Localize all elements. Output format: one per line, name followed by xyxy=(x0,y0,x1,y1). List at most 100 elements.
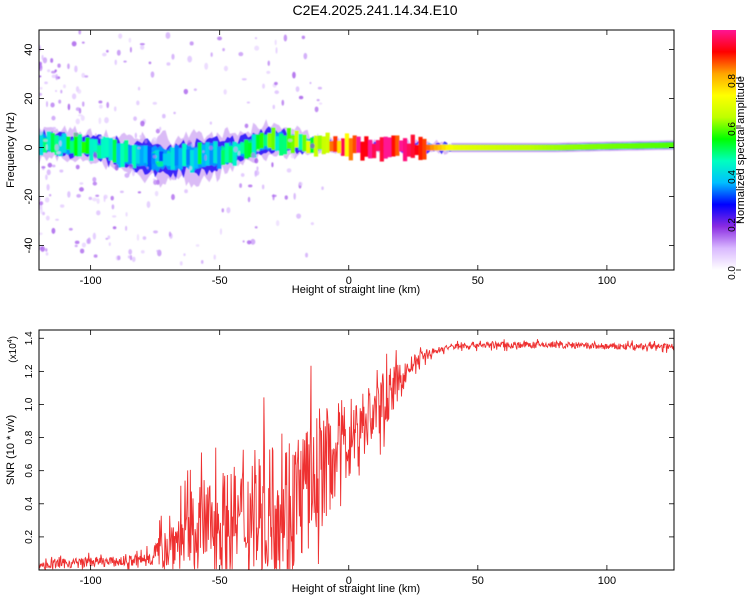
spectrogram-cell xyxy=(658,142,663,149)
spectrogram-speckle xyxy=(171,176,177,181)
spectrogram-speckle xyxy=(40,207,43,215)
spectrogram-speckle xyxy=(77,89,82,94)
spectrogram-speckle xyxy=(45,174,48,181)
spectrogram-cell xyxy=(329,141,334,152)
spectrogram-cell xyxy=(604,143,609,150)
spectrogram-speckle xyxy=(51,115,56,121)
spectrogram-speckle xyxy=(75,164,80,170)
spectrogram-cell xyxy=(135,145,140,164)
spectrogram-cell xyxy=(321,136,326,155)
spectrogram-speckle xyxy=(209,145,213,151)
spectrogram-speckle xyxy=(46,183,50,191)
spectrogram-cell xyxy=(472,144,477,151)
spectrogram-speckle xyxy=(305,252,309,258)
spectrogram-speckle xyxy=(309,81,312,85)
spectrogram-speckle xyxy=(250,238,256,245)
snr-x-ticks: -100 -50 0 50 100 xyxy=(80,330,616,587)
snr-y-tick-label: 0.2 xyxy=(24,530,35,544)
spectrogram-speckle xyxy=(242,240,245,243)
spectrogram-speckle xyxy=(183,88,189,95)
spectrogram-speckle xyxy=(187,55,193,63)
spectrogram-speckle xyxy=(209,121,213,125)
spectrogram-cell xyxy=(488,144,493,151)
spectrogram-speckle xyxy=(118,33,123,39)
spectrogram-cell xyxy=(461,144,466,151)
spectrogram-speckle xyxy=(290,153,295,159)
spectrogram-panel: -100 -50 0 50 100 -40 -20 0 20 40 Height of stra… xyxy=(5,29,675,296)
spectrogram-cell xyxy=(217,146,222,169)
spectrogram-cell xyxy=(166,153,171,166)
spectrogram-speckle xyxy=(318,102,323,105)
spectrogram-speckle xyxy=(96,210,101,216)
spectrogram-cell xyxy=(89,139,94,161)
spectrogram-y-tick-label: 20 xyxy=(23,92,35,104)
spectrogram-speckle xyxy=(187,139,192,147)
spectrogram-cell xyxy=(480,144,485,151)
spectrogram-speckle xyxy=(75,118,80,125)
spectrogram-cell xyxy=(584,143,590,150)
spectrogram-speckle xyxy=(74,65,78,73)
spectrogram-speckle xyxy=(67,191,71,198)
spectrogram-speckle xyxy=(51,164,56,168)
spectrogram-speckle xyxy=(98,117,102,125)
spectrogram-cell xyxy=(592,143,597,150)
spectrogram-speckle xyxy=(112,226,117,230)
spectrogram-speckle xyxy=(45,215,50,221)
spectrogram-speckle xyxy=(76,193,81,198)
spectrogram-cell xyxy=(619,143,624,150)
spectrogram-speckle xyxy=(81,41,85,44)
spectrogram-cell xyxy=(190,149,195,173)
spectrogram-speckle xyxy=(144,139,148,144)
spectrogram-speckle xyxy=(193,88,197,91)
spectrogram-speckle xyxy=(266,70,271,74)
spectrogram-x-tick-label: 100 xyxy=(598,275,616,287)
spectrogram-cell xyxy=(375,140,381,152)
spectrogram-speckle xyxy=(189,41,194,46)
spectrogram-speckle xyxy=(81,242,87,248)
spectrogram-cell xyxy=(600,143,605,150)
spectrogram-speckle xyxy=(310,222,314,226)
spectrogram-marks xyxy=(39,30,674,266)
snr-panel: -100 -50 0 50 100 0.2 0.4 0.6 0.8 1.0 1.2 1.4 Heig… xyxy=(5,329,675,595)
spectrogram-speckle xyxy=(55,73,58,81)
spectrogram-speckle xyxy=(152,137,157,143)
spectrogram-cell xyxy=(108,138,113,161)
spectrogram-speckle xyxy=(128,164,134,169)
snr-x-tick-label: -50 xyxy=(212,575,228,587)
spectrogram-speckle xyxy=(45,252,49,256)
spectrogram-cell xyxy=(131,145,137,169)
spectrogram-cell xyxy=(387,137,392,158)
spectrogram-speckle xyxy=(59,169,64,173)
spectrogram-speckle xyxy=(261,184,265,190)
snr-frame xyxy=(38,329,675,571)
spectrogram-speckle xyxy=(74,132,79,137)
spectrogram-cell xyxy=(77,134,82,157)
spectrogram-speckle xyxy=(96,198,100,204)
spectrogram-speckle xyxy=(241,78,247,81)
spectrogram-speckle xyxy=(113,106,117,112)
spectrogram-cell xyxy=(220,150,226,165)
spectrogram-cell xyxy=(104,137,110,158)
spectrogram-speckle xyxy=(238,52,244,57)
spectrogram-cell xyxy=(511,144,516,151)
spectrogram-y-tick-label: -20 xyxy=(23,189,35,205)
spectrogram-speckle xyxy=(247,196,251,203)
spectrogram-speckle xyxy=(41,54,44,60)
spectrogram-speckle xyxy=(128,249,133,255)
snr-y-tick-label: 0.4 xyxy=(24,496,35,510)
spectrogram-speckle xyxy=(54,144,59,151)
spectrogram-speckle xyxy=(45,248,48,252)
spectrogram-speckle xyxy=(92,181,98,186)
spectrogram-speckle xyxy=(256,149,260,153)
spectrogram-cell xyxy=(453,144,458,151)
spectrogram-cell xyxy=(352,135,357,154)
spectrogram-speckle xyxy=(49,194,52,197)
spectrogram-speckle xyxy=(309,143,315,149)
spectrogram-speckle xyxy=(125,225,128,231)
spectrogram-speckle xyxy=(204,154,207,161)
spectrogram-cell xyxy=(476,144,481,151)
spectrogram-speckle xyxy=(39,75,42,78)
spectrogram-speckle xyxy=(195,244,200,247)
spectrogram-speckle xyxy=(127,255,131,259)
spectrogram-speckle xyxy=(148,61,152,65)
